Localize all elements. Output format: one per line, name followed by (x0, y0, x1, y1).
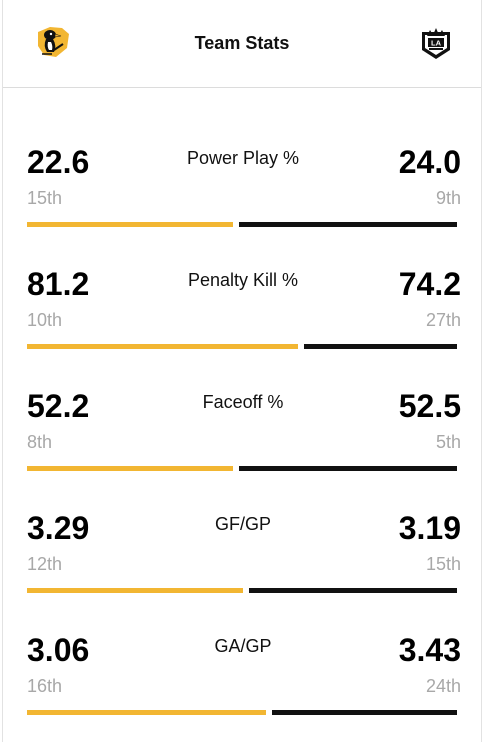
home-rank: 16th (27, 676, 63, 696)
home-value: 81.2 (27, 266, 90, 302)
comparison-bar (27, 710, 457, 715)
stat-row-gf-gp: 3.29 GF/GP 3.19 12th 15th (1, 512, 484, 634)
away-bar (239, 466, 457, 471)
home-bar (27, 466, 233, 471)
away-bar (304, 344, 457, 349)
home-rank: 15th (27, 188, 63, 208)
home-rank: 8th (27, 432, 53, 452)
penguins-logo-icon (36, 26, 70, 63)
away-bar (249, 588, 457, 593)
stat-row-power-play: 22.6 Power Play % 24.0 15th 9th (1, 146, 484, 268)
away-rank: 9th (435, 188, 461, 208)
home-value: 3.29 (27, 510, 90, 546)
comparison-bar (27, 222, 457, 227)
away-rank: 15th (425, 554, 461, 574)
kings-logo-icon: LA (421, 26, 451, 65)
team-stats-card: Team Stats LA 22.6 Power Play % 24.0 15t… (2, 0, 482, 742)
stat-row-faceoff: 52.2 Faceoff % 52.5 8th 5th (1, 390, 484, 512)
stat-label: GF/GP (214, 514, 271, 534)
stat-label: GA/GP (214, 636, 272, 656)
svg-text:LA: LA (431, 39, 442, 48)
card-header: Team Stats LA (3, 0, 481, 88)
stat-label: Power Play % (186, 148, 300, 168)
home-rank: 12th (27, 554, 63, 574)
away-value: 74.2 (398, 266, 461, 302)
away-rank: 27th (425, 310, 461, 330)
away-value: 24.0 (398, 144, 461, 180)
home-value: 22.6 (27, 144, 90, 180)
stat-row-ga-gp: 3.06 GA/GP 3.43 16th 24th (1, 634, 484, 756)
stat-label: Faceoff % (202, 392, 284, 412)
away-rank: 24th (425, 676, 461, 696)
away-rank: 5th (435, 432, 461, 452)
stat-row-penalty-kill: 81.2 Penalty Kill % 74.2 10th 27th (1, 268, 484, 390)
home-value: 3.06 (27, 632, 90, 668)
comparison-bar (27, 466, 457, 471)
away-bar (239, 222, 457, 227)
home-bar (27, 588, 243, 593)
home-bar (27, 710, 266, 715)
away-value: 52.5 (398, 388, 461, 424)
home-value: 52.2 (27, 388, 90, 424)
away-bar (272, 710, 457, 715)
comparison-bar (27, 344, 457, 349)
home-bar (27, 344, 298, 349)
stat-label: Penalty Kill % (187, 270, 299, 290)
comparison-bar (27, 588, 457, 593)
away-value: 3.19 (398, 510, 461, 546)
away-value: 3.43 (398, 632, 461, 668)
home-rank: 10th (27, 310, 63, 330)
card-title: Team Stats (194, 33, 290, 53)
home-bar (27, 222, 233, 227)
